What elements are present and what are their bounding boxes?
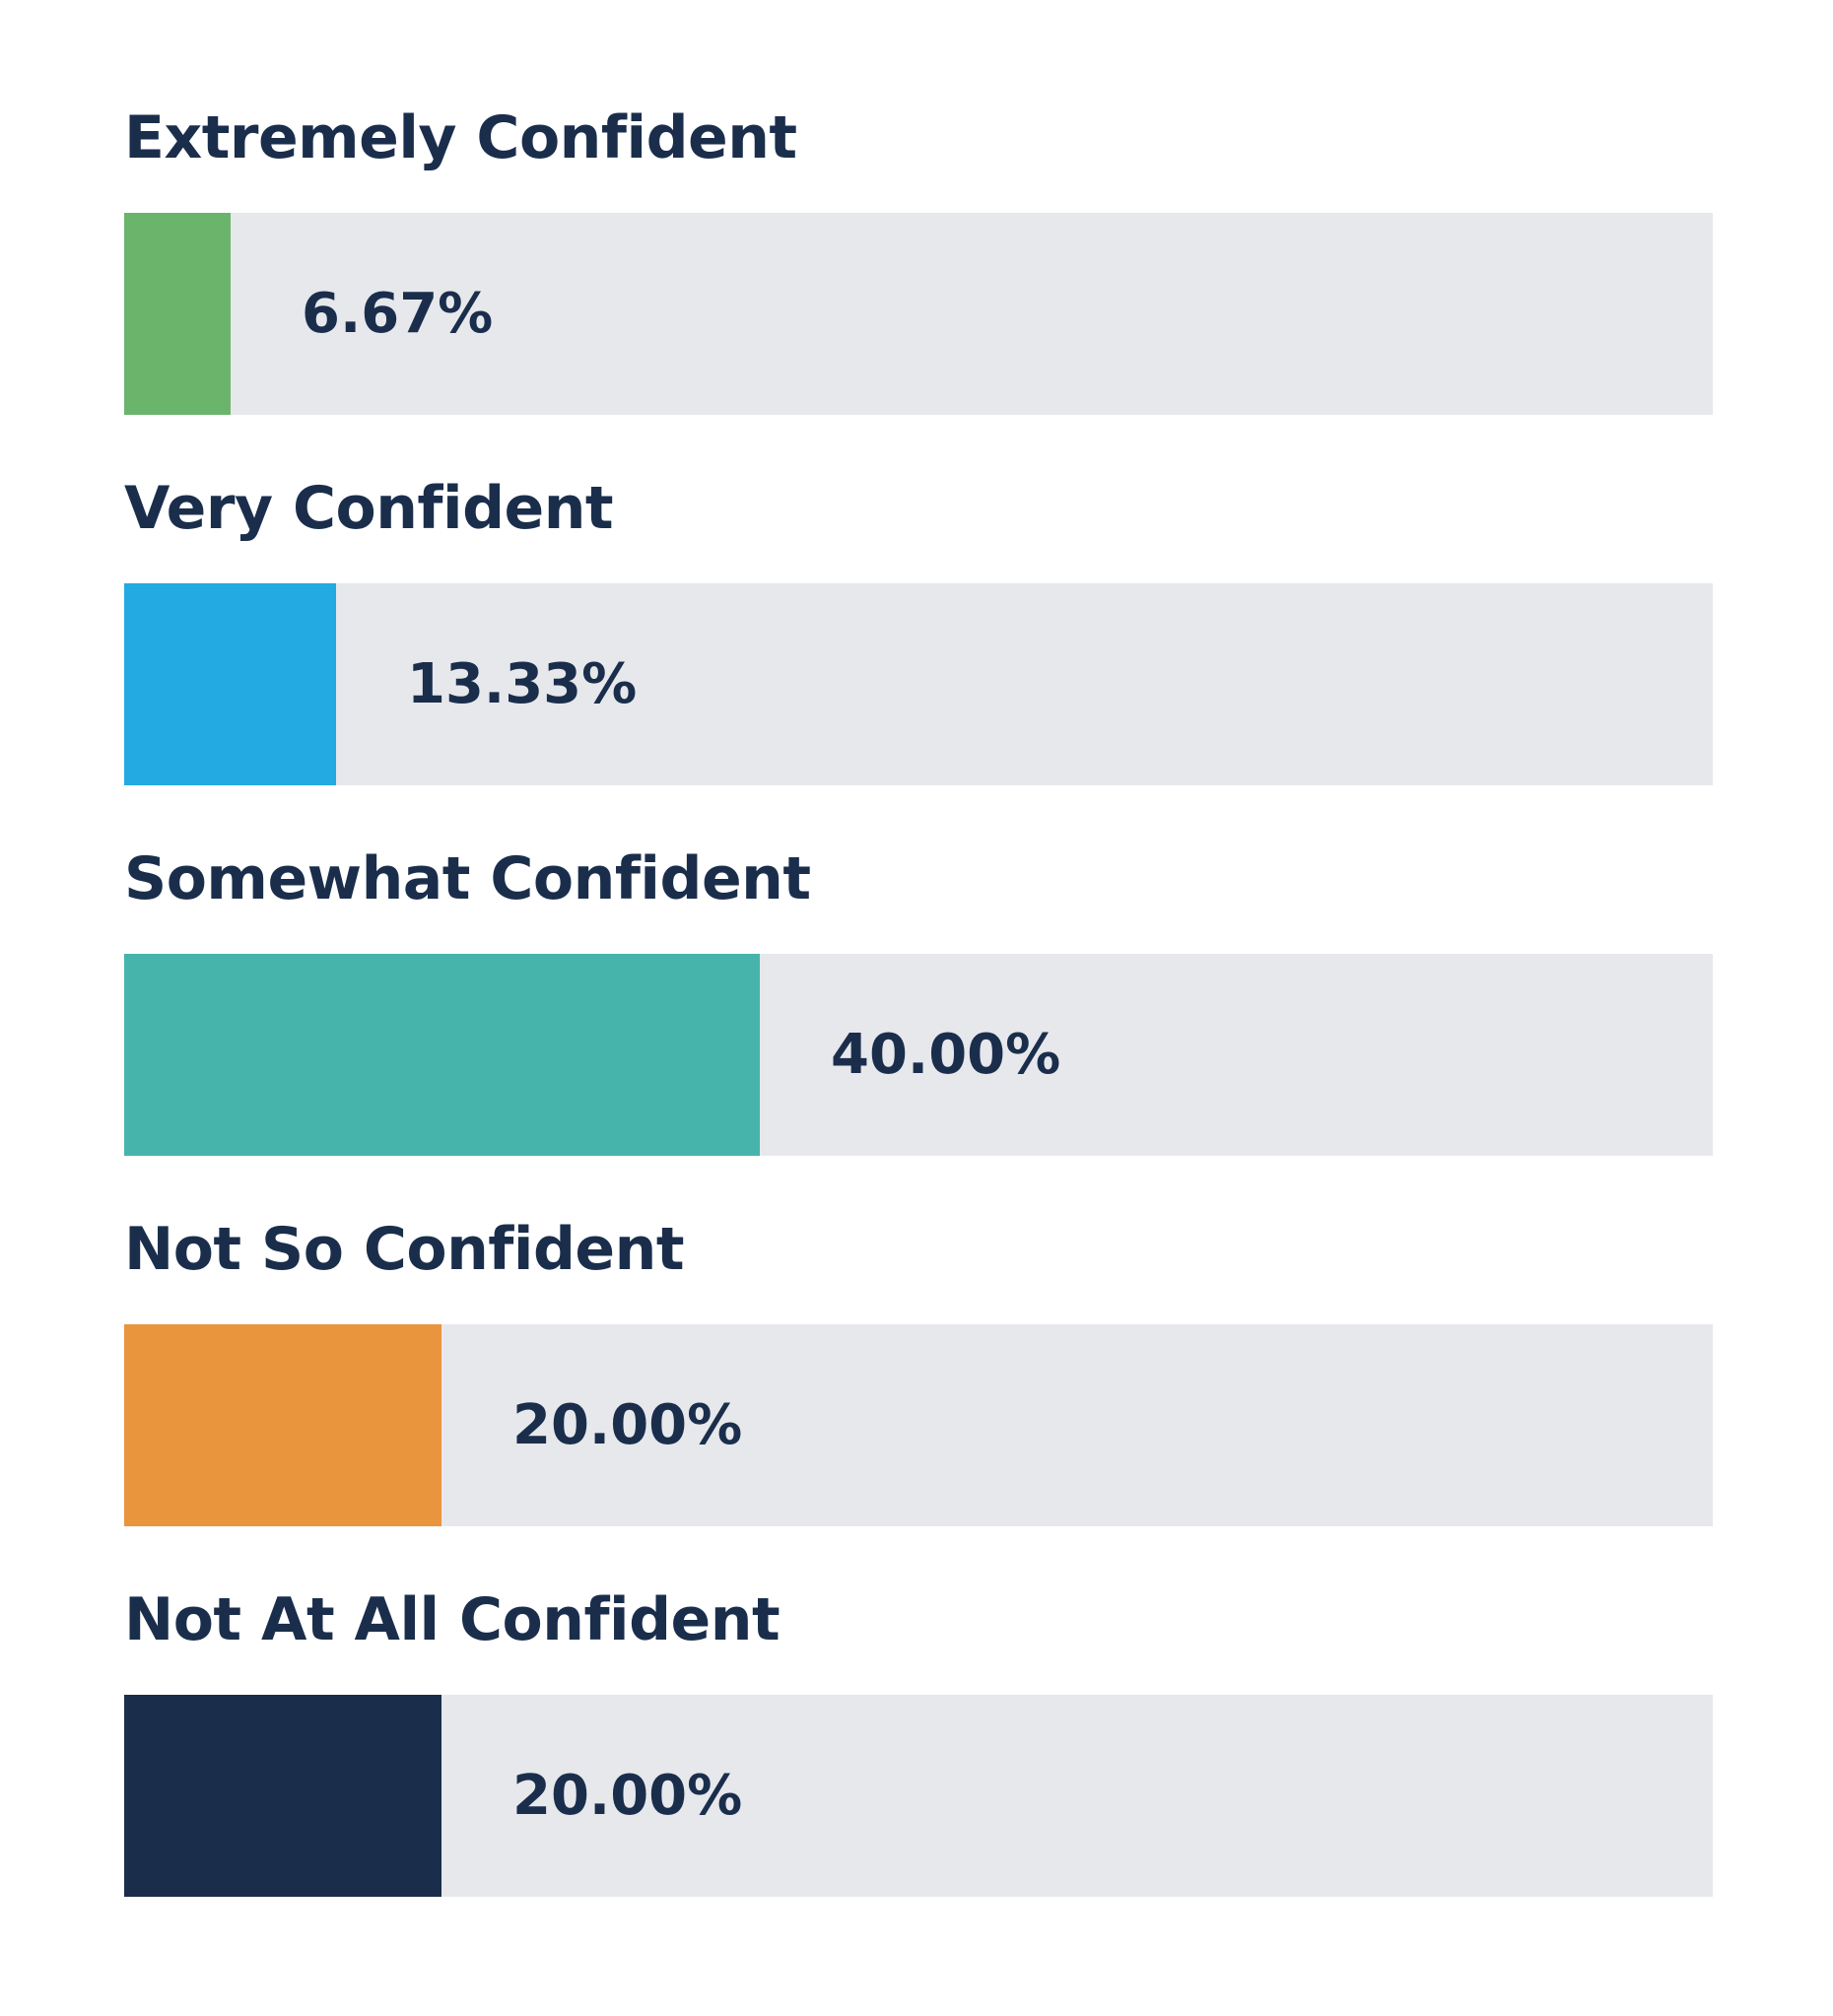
bar-track: 40.00%	[124, 954, 1713, 1156]
bar-value-label: 20.00%	[512, 1764, 743, 1828]
bar-fill	[124, 954, 760, 1156]
bar-value-label: 40.00%	[831, 1023, 1061, 1087]
bar-label: Very Confident	[124, 474, 614, 543]
bar-track: 13.33%	[124, 583, 1713, 785]
bar-value-label: 20.00%	[512, 1393, 743, 1457]
bar-track: 6.67%	[124, 213, 1713, 415]
bar-fill	[124, 583, 336, 785]
bar-track: 20.00%	[124, 1695, 1713, 1897]
bar-track: 20.00%	[124, 1324, 1713, 1526]
bar-label: Not At All Confident	[124, 1585, 781, 1654]
bar-label: Somewhat Confident	[124, 844, 811, 913]
bar-label: Extremely Confident	[124, 103, 797, 172]
bar-value-label: 13.33%	[407, 652, 638, 716]
bar-value-label: 6.67%	[302, 282, 494, 346]
bar-fill	[124, 1695, 441, 1897]
bar-fill	[124, 213, 231, 415]
bar-label: Not So Confident	[124, 1215, 685, 1284]
bar-fill	[124, 1324, 441, 1526]
